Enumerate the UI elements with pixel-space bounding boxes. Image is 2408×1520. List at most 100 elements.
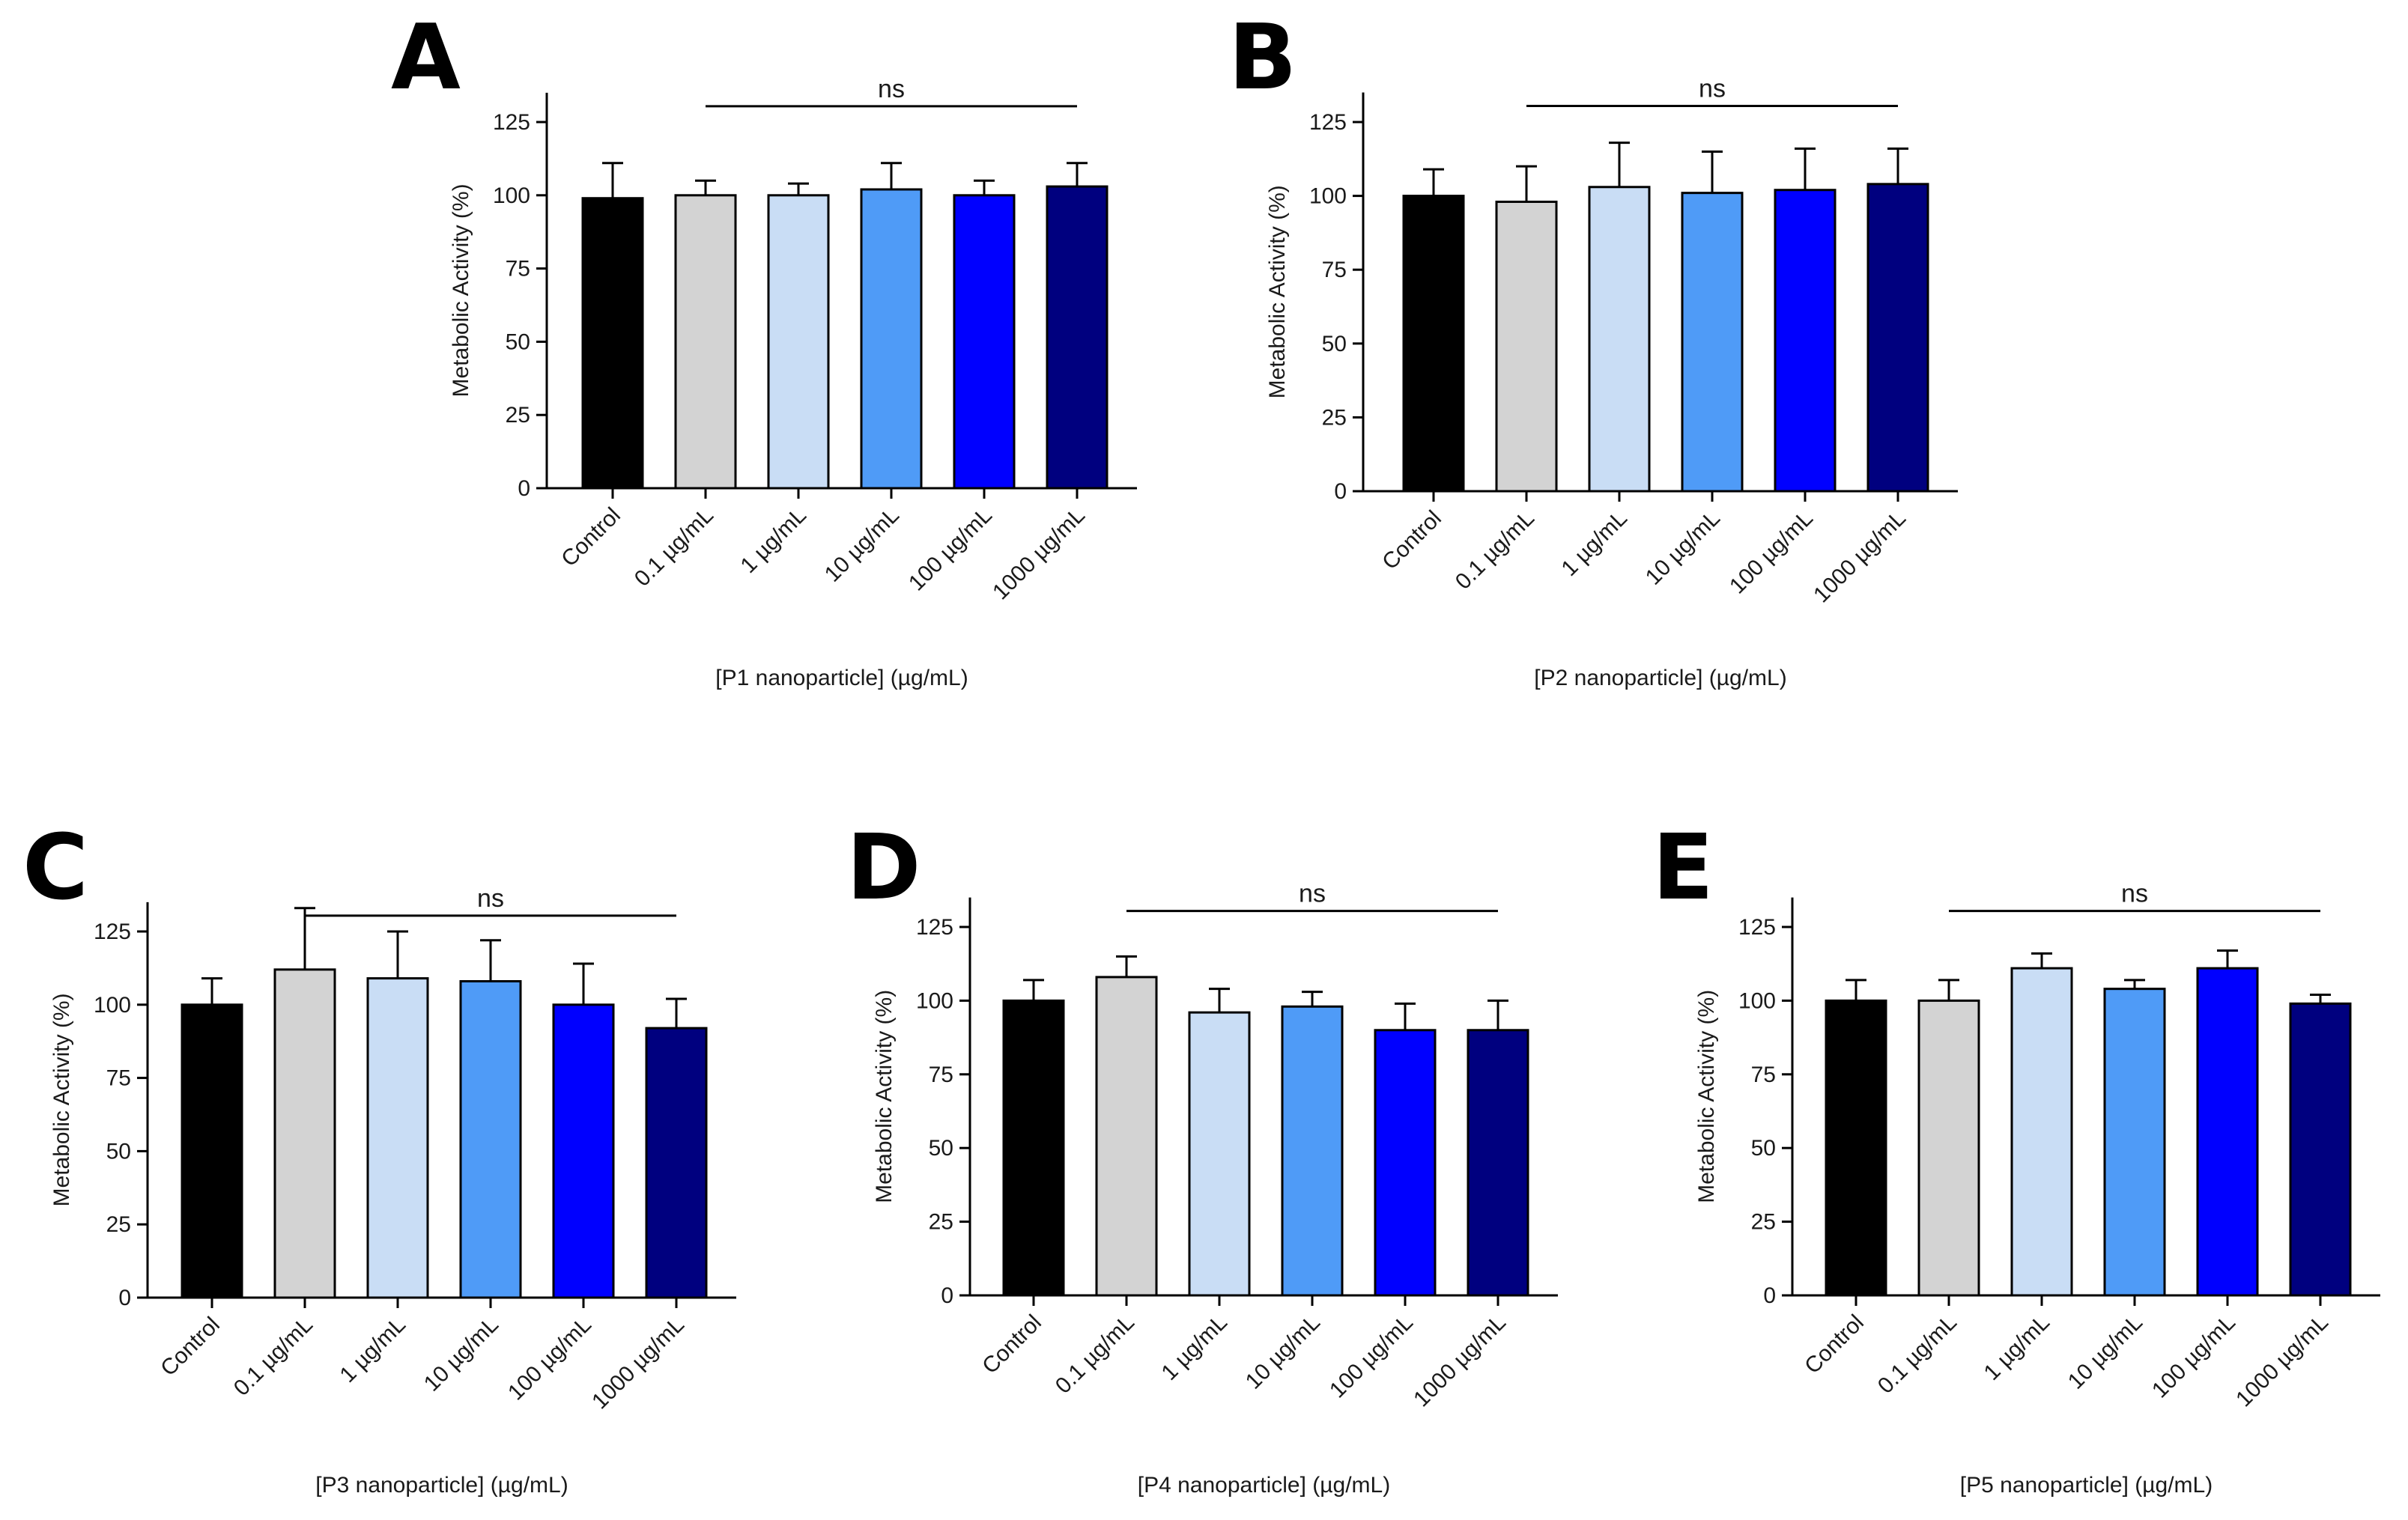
y-tick-label: 0 [1763, 1283, 1776, 1308]
x-tick-label: 0.1 µg/mL [1873, 1310, 1962, 1399]
x-tick-label: 0.1 µg/mL [1051, 1310, 1139, 1399]
bar-5 [552, 1003, 615, 1299]
x-tick-label: Control [556, 503, 625, 572]
x-tick-label: 1 µg/mL [1557, 506, 1632, 581]
significance-label: ns [2121, 880, 2148, 908]
panel-letter: A [391, 6, 461, 110]
x-tick-label: 100 µg/mL [1725, 506, 1818, 599]
x-tick-label: Control [1800, 1310, 1869, 1379]
chart-panel-d: D 0 25 50 75 100 125 Metabolic Activity (%) Cont… [846, 816, 1558, 1498]
x-axis-title: [P4 nanoparticle] (µg/mL) [1138, 1473, 1390, 1498]
x-tick-label: 1000 µg/mL [587, 1313, 689, 1414]
y-tick-label: 0 [1334, 479, 1347, 504]
y-tick-label: 100 [1738, 988, 1776, 1013]
x-tick-label: 1000 µg/mL [2231, 1310, 2333, 1412]
y-tick-label: 125 [916, 915, 953, 940]
bar-3 [1588, 186, 1651, 493]
significance-label: ns [878, 75, 905, 103]
x-tick-label: 10 µg/mL [1241, 1310, 1325, 1394]
bar-4 [2103, 988, 2166, 1297]
x-tick-label: 1 µg/mL [336, 1313, 410, 1387]
y-tick-label: 125 [1309, 110, 1347, 135]
y-axis-title: Metabolic Activity (%) [449, 183, 473, 397]
bar-4 [459, 980, 522, 1299]
bar-6 [1046, 185, 1109, 490]
x-tick-label: 1 µg/mL [1157, 1310, 1232, 1385]
bar-2 [1917, 999, 1980, 1297]
y-tick-label: 75 [506, 257, 530, 282]
chart-panel-b: B 0 25 50 75 100 125 Metabolic Activity (%) Cont… [1228, 6, 1958, 690]
bar-3 [767, 194, 830, 490]
x-axis-title: [P3 nanoparticle] (µg/mL) [315, 1473, 568, 1498]
x-axis-title: [P1 nanoparticle] (µg/mL) [715, 666, 968, 690]
bar-5 [1374, 1029, 1437, 1297]
y-tick-label: 25 [929, 1210, 953, 1235]
bar-6 [645, 1027, 708, 1299]
x-tick-label: 1000 µg/mL [1409, 1310, 1511, 1412]
chart-panel-a: A 0 25 50 75 100 125 Metabolic Activity (%) Cont… [391, 6, 1137, 690]
bar-5 [2196, 967, 2259, 1297]
y-axis-title: Metabolic Activity (%) [1694, 990, 1719, 1203]
y-tick-label: 125 [94, 919, 131, 944]
x-axis-title: [P2 nanoparticle] (µg/mL) [1534, 666, 1786, 690]
bar-2 [1495, 200, 1558, 493]
x-tick-label: 0.1 µg/mL [630, 503, 718, 592]
bar-3 [366, 977, 429, 1299]
y-tick-label: 25 [506, 403, 530, 428]
y-tick-label: 0 [518, 476, 530, 501]
y-tick-label: 125 [1738, 915, 1776, 940]
x-tick-label: 10 µg/mL [419, 1313, 503, 1396]
bar-1 [181, 1003, 243, 1299]
x-tick-label: Control [1377, 506, 1446, 575]
panel-letter: E [1652, 816, 1714, 920]
x-tick-label: Control [977, 1310, 1046, 1379]
bar-1 [1002, 999, 1065, 1297]
x-tick-label: 1000 µg/mL [1809, 506, 1911, 608]
x-tick-label: 10 µg/mL [2063, 1310, 2147, 1394]
bar-6 [1866, 183, 1929, 493]
y-tick-label: 0 [118, 1286, 131, 1310]
y-tick-label: 25 [106, 1212, 131, 1237]
significance-label: ns [477, 884, 504, 913]
x-tick-label: 100 µg/mL [2147, 1310, 2240, 1403]
bar-3 [2010, 967, 2073, 1297]
y-tick-label: 125 [493, 110, 530, 135]
bar-5 [953, 194, 1016, 490]
x-tick-label: 100 µg/mL [1325, 1310, 1418, 1403]
chart-panel-c: C 0 25 50 75 100 125 Metabolic Activity (%) Cont… [22, 816, 736, 1498]
y-tick-label: 50 [506, 329, 530, 354]
x-axis-title: [P5 nanoparticle] (µg/mL) [1960, 1473, 2213, 1498]
bar-1 [1825, 999, 1887, 1297]
x-tick-label: 10 µg/mL [820, 503, 904, 587]
y-axis-title: Metabolic Activity (%) [872, 990, 897, 1203]
significance-label: ns [1699, 75, 1726, 103]
y-tick-label: 75 [106, 1066, 131, 1091]
y-axis-title: Metabolic Activity (%) [1265, 185, 1290, 398]
panel-letter: C [22, 816, 88, 920]
y-tick-label: 100 [916, 988, 953, 1013]
y-tick-label: 100 [94, 993, 131, 1018]
x-tick-label: 1000 µg/mL [988, 503, 1090, 605]
y-tick-label: 50 [1322, 332, 1347, 356]
x-tick-label: Control [156, 1313, 225, 1381]
chart-panel-e: E 0 25 50 75 100 125 Metabolic Activity (%) Cont… [1652, 816, 2380, 1498]
y-tick-label: 25 [1751, 1210, 1776, 1235]
bar-1 [581, 197, 644, 490]
bar-6 [2289, 1002, 2352, 1297]
x-tick-label: 100 µg/mL [503, 1313, 596, 1405]
bar-2 [273, 968, 336, 1299]
y-tick-label: 75 [1322, 258, 1347, 282]
y-tick-label: 50 [929, 1136, 953, 1161]
y-tick-label: 75 [929, 1063, 953, 1087]
bar-4 [1281, 1005, 1344, 1297]
bar-2 [674, 194, 737, 490]
bar-2 [1095, 976, 1158, 1297]
x-tick-label: 1 µg/mL [1980, 1310, 2054, 1385]
bar-5 [1774, 189, 1837, 493]
bar-6 [1467, 1029, 1529, 1297]
panel-letter: B [1228, 6, 1297, 110]
y-tick-label: 100 [493, 183, 530, 208]
x-tick-label: 100 µg/mL [904, 503, 997, 596]
x-tick-label: 1 µg/mL [736, 503, 811, 578]
